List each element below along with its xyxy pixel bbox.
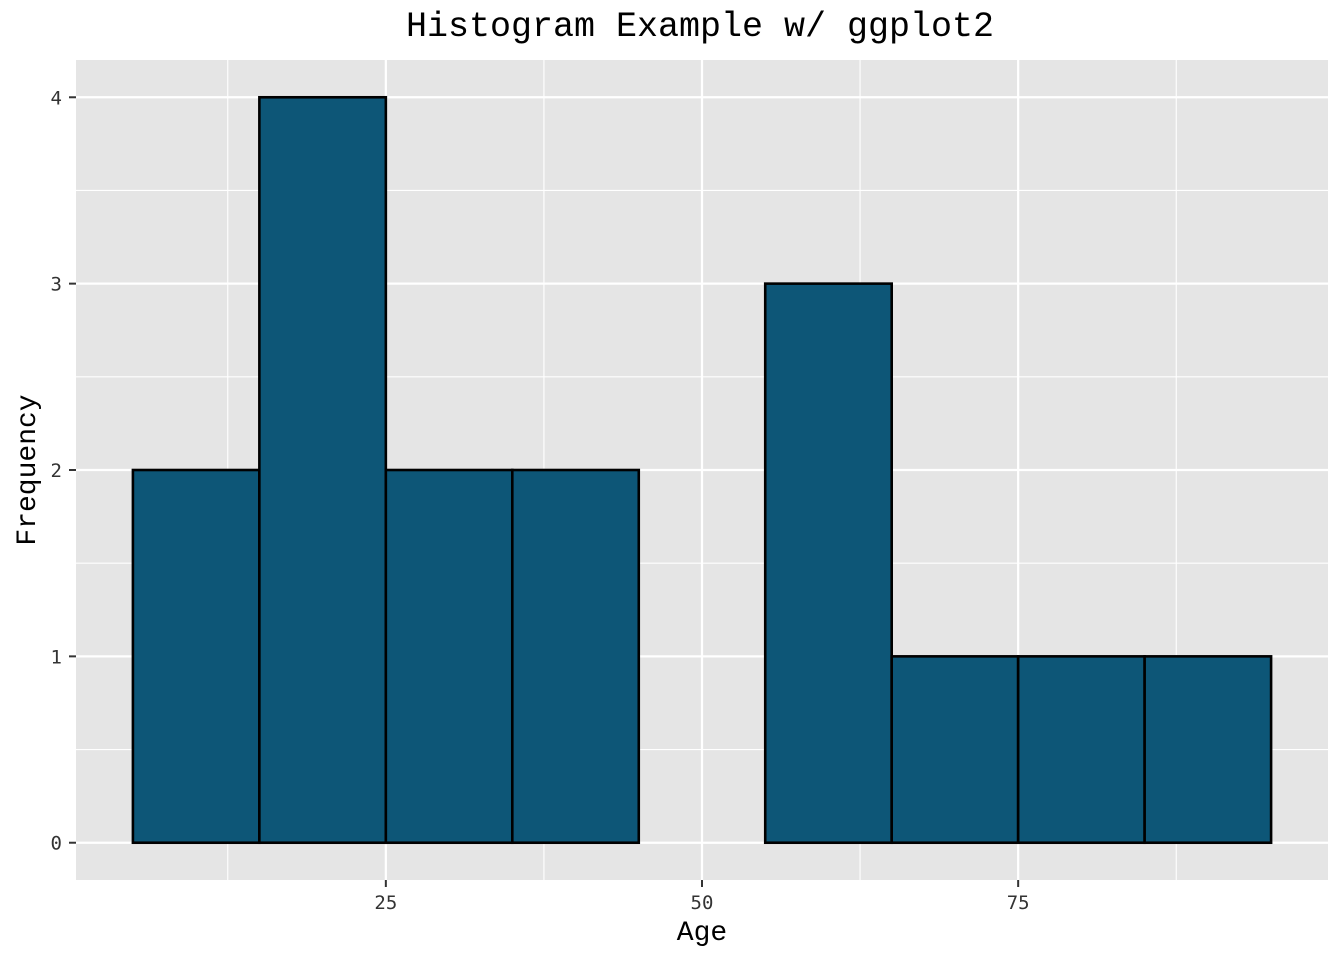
x-tick-label: 50	[691, 892, 714, 914]
x-axis-tick-labels: 25 50 75	[374, 892, 1029, 914]
histogram-bar	[1016, 655, 1146, 845]
y-tick-label: 2	[51, 460, 62, 482]
histogram-bar	[763, 282, 893, 845]
histogram-bar	[131, 468, 261, 845]
y-tick-label: 0	[51, 833, 62, 855]
y-axis-title: Frequency	[13, 394, 44, 545]
axis-ticks	[69, 96, 1020, 887]
y-tick-label: 3	[51, 274, 62, 296]
x-axis-title: Age	[677, 918, 727, 949]
x-tick-label: 25	[374, 892, 397, 914]
y-tick-label: 1	[51, 646, 62, 668]
y-axis-tick-labels: 0 1 2 3 4	[51, 87, 62, 854]
histogram-bars	[131, 95, 1273, 845]
chart-title: Histogram Example w/ ggplot2	[406, 7, 994, 47]
histogram-bar	[1143, 655, 1273, 845]
y-tick-label: 4	[51, 87, 62, 109]
x-tick-label: 75	[1007, 892, 1030, 914]
histogram-bar	[258, 95, 388, 845]
histogram-bar	[511, 468, 641, 845]
histogram-bar	[890, 655, 1020, 845]
histogram-bar	[384, 468, 514, 845]
